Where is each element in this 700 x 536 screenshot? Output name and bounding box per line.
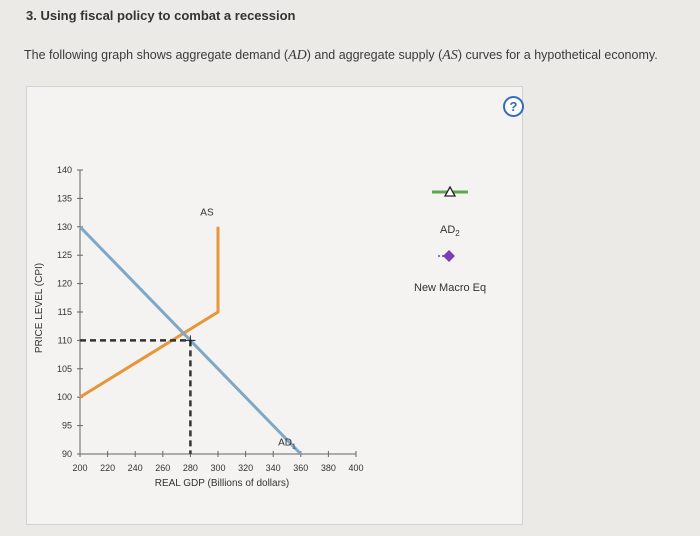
y-tick-label: 125 bbox=[57, 250, 72, 260]
x-axis-title: REAL GDP (Billions of dollars) bbox=[155, 478, 290, 489]
intro-as-abbr: AS bbox=[442, 48, 458, 63]
x-tick-label: 400 bbox=[348, 463, 363, 473]
y-tick-label: 120 bbox=[57, 279, 72, 289]
legend-ad2-triangle-icon[interactable] bbox=[443, 185, 457, 197]
legend-ad2-text: AD bbox=[440, 224, 456, 236]
x-tick-label: 380 bbox=[321, 463, 336, 473]
legend-new-eq-diamond-icon[interactable] bbox=[443, 250, 455, 262]
y-tick-label: 140 bbox=[57, 165, 72, 175]
y-tick-label: 95 bbox=[62, 421, 72, 431]
intro-part-3: ) curves for a hypothetical economy. bbox=[457, 48, 658, 62]
curve-label-ad: AD1 bbox=[278, 437, 296, 450]
x-tick-label: 260 bbox=[155, 463, 170, 473]
graph-panel bbox=[26, 86, 523, 525]
x-tick-label: 280 bbox=[183, 463, 198, 473]
x-tick-label: 340 bbox=[266, 463, 281, 473]
intro-ad-abbr: AD bbox=[288, 48, 307, 63]
y-tick-label: 110 bbox=[58, 335, 72, 345]
y-tick-label: 115 bbox=[58, 307, 72, 317]
intro-part-1: The following graph shows aggregate dema… bbox=[24, 48, 289, 62]
y-tick-label: 130 bbox=[57, 222, 72, 232]
x-tick-label: 360 bbox=[293, 463, 308, 473]
y-tick-label: 135 bbox=[57, 193, 72, 203]
x-tick-label: 240 bbox=[128, 463, 143, 473]
legend-ad2-label: AD2 bbox=[440, 224, 460, 238]
curve-as[interactable] bbox=[79, 226, 220, 399]
y-tick-label: 105 bbox=[57, 364, 72, 374]
intro-part-2: ) and aggregate supply ( bbox=[306, 48, 443, 62]
x-tick-label: 220 bbox=[100, 463, 115, 473]
legend-new-eq-label: New Macro Eq bbox=[414, 282, 487, 294]
x-tick-label: 320 bbox=[238, 463, 253, 473]
legend-ad2-sub: 2 bbox=[455, 229, 460, 239]
curve-label-as: AS bbox=[200, 207, 214, 218]
y-tick-label: 100 bbox=[57, 392, 72, 402]
y-axis-title: PRICE LEVEL (CPI) bbox=[34, 263, 45, 353]
question-intro: The following graph shows aggregate dema… bbox=[24, 48, 684, 64]
help-button[interactable]: ? bbox=[503, 96, 524, 117]
x-tick-label: 300 bbox=[210, 463, 225, 473]
y-tick-label: 90 bbox=[62, 449, 72, 459]
curve-label-subscript: 1 bbox=[292, 443, 296, 450]
x-tick-label: 200 bbox=[72, 463, 87, 473]
question-title: 3. Using fiscal policy to combat a reces… bbox=[26, 8, 296, 23]
